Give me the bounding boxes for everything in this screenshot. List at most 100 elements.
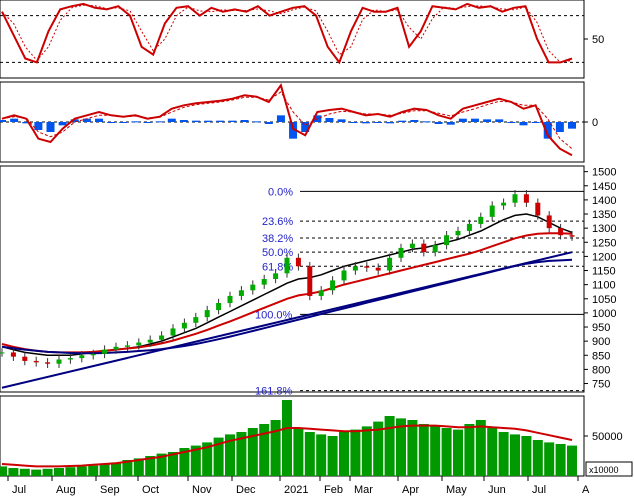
macd-histogram-bar	[543, 122, 552, 139]
price-layer: 0.0%23.6%38.2%50.0%61.8%100.0%161.8%	[0, 186, 584, 398]
candle-body	[10, 352, 16, 357]
macd-signal-line	[1, 91, 573, 150]
candle-body	[216, 303, 222, 311]
candle-body	[159, 335, 165, 340]
candle-body	[67, 358, 73, 360]
candle-body	[512, 194, 518, 203]
macd-histogram-bar	[179, 120, 188, 122]
x-tick-label-10: May	[446, 484, 467, 496]
candle-body	[546, 215, 552, 229]
volume-bar	[361, 426, 372, 476]
macd-histogram-bar	[58, 122, 67, 126]
candle-body	[489, 205, 495, 217]
macd-histogram-bar	[155, 121, 164, 123]
macd-histogram-bar	[143, 122, 152, 123]
candle-body	[124, 345, 130, 347]
x-tick-label-3: Oct	[142, 484, 159, 496]
volume-bar	[202, 442, 213, 476]
price-panel	[0, 165, 585, 393]
macd-histogram-bar	[470, 118, 479, 122]
price-tick-label-11: 950	[592, 322, 610, 334]
volume-ma-line	[1, 424, 573, 468]
x-tick-label-6: 2021	[284, 484, 308, 496]
candle-body	[250, 284, 256, 291]
macd-histogram-bar	[410, 120, 419, 122]
stoch-series-line-0	[1, 2, 573, 65]
volume-bar	[475, 420, 486, 476]
price-tick-label-2: 1400	[592, 195, 616, 207]
macd-histogram-bar	[458, 118, 467, 122]
volume-bar	[430, 426, 441, 476]
macd-histogram-bar	[555, 122, 564, 132]
macd-histogram-bar	[422, 121, 431, 123]
candle-body	[466, 223, 472, 231]
candle-body	[227, 295, 233, 304]
price-tick-label-15: 750	[592, 379, 610, 391]
volume-bar	[487, 428, 498, 476]
axes-layer: 50 0 1500 1450 1400 1350 1300 1250 1200 1150 1100 1…	[7, 34, 633, 496]
candle-body	[45, 362, 51, 364]
candle-body	[444, 235, 450, 246]
candle-body	[0, 352, 5, 354]
volume-bar	[373, 421, 384, 476]
volume-bar	[464, 424, 475, 476]
price-tick-label-13: 850	[592, 350, 610, 362]
price-tick-label-6: 1200	[592, 251, 616, 263]
stochastic-panel	[0, 0, 585, 79]
volume-bar	[19, 468, 30, 476]
fib-level-label-0: 0.0%	[268, 186, 293, 198]
macd-histogram-bar	[507, 122, 516, 123]
candle-body	[284, 257, 290, 274]
volume-bar	[350, 429, 361, 476]
x-tick-label-8: Mar	[354, 484, 373, 496]
macd-layer	[0, 83, 584, 157]
volume-bar	[316, 434, 327, 476]
x-tick-label-2: Sep	[100, 484, 120, 496]
volume-bar	[532, 440, 543, 476]
fib-level-label-2: 38.2%	[262, 233, 293, 245]
x-tick-label-13: A	[582, 484, 590, 496]
macd-histogram-bar	[483, 119, 492, 122]
volume-bar	[521, 436, 532, 476]
volume-bar	[418, 424, 429, 476]
candle-body	[318, 290, 324, 296]
candle-body	[421, 243, 427, 253]
price-tick-label-7: 1150	[592, 266, 616, 278]
candle-body	[523, 194, 529, 203]
volume-bar	[236, 432, 247, 476]
volume-bar	[225, 434, 235, 476]
volume-bar	[510, 434, 520, 476]
macd-histogram-bar	[398, 120, 407, 122]
candle-body	[409, 243, 415, 248]
volume-bar	[133, 458, 144, 476]
candle-body	[478, 216, 484, 224]
macd-histogram-bar	[167, 118, 176, 122]
macd-histogram-bar	[131, 121, 140, 123]
candle-body	[569, 235, 575, 237]
candle-body	[102, 349, 108, 354]
volume-bar	[453, 429, 463, 476]
volume-bar	[156, 453, 167, 476]
volume-bar	[498, 432, 509, 476]
candle-body	[352, 266, 358, 271]
macd-histogram-bar	[519, 122, 528, 126]
macd-histogram-bar	[252, 121, 261, 123]
macd-histogram-bar	[82, 118, 91, 122]
volume-bar	[179, 448, 190, 476]
candle-body	[56, 359, 62, 364]
volume-bar	[407, 420, 418, 476]
price-tick-label-9: 1050	[592, 294, 616, 306]
price-ma-line-1	[1, 232, 573, 354]
volume-bar	[544, 442, 555, 476]
candle-body	[238, 290, 244, 296]
candle-body	[558, 228, 564, 236]
macd-tick-label-0: 0	[592, 117, 598, 129]
candle-body	[79, 355, 85, 359]
volume-unit-box	[585, 461, 633, 477]
price-tick-label-14: 800	[592, 364, 610, 376]
macd-histogram-bar	[349, 122, 358, 123]
volume-bar	[76, 466, 87, 476]
volume-bar	[54, 468, 64, 476]
x-tick-label-9: Apr	[402, 484, 419, 496]
